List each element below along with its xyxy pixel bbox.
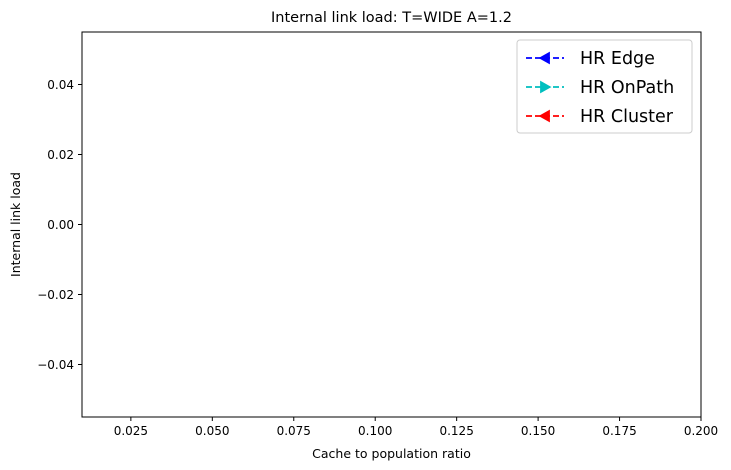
y-tick-label: 0.04 bbox=[47, 78, 74, 92]
legend: HR Edge HR OnPath HR Cluster bbox=[516, 39, 693, 134]
x-tick-label: 0.150 bbox=[521, 424, 555, 438]
x-axis-label: Cache to population ratio bbox=[312, 446, 471, 461]
legend-marker-1 bbox=[540, 80, 552, 94]
legend-box bbox=[516, 39, 693, 134]
legend-marker-0 bbox=[538, 51, 550, 65]
y-tick-label: −0.02 bbox=[37, 288, 74, 302]
y-axis-label: Internal link load bbox=[8, 172, 23, 277]
y-tick-label: −0.04 bbox=[37, 358, 74, 372]
x-tick-label: 0.125 bbox=[439, 424, 473, 438]
y-axis: 0.04 0.02 0.00 −0.02 −0.04 bbox=[37, 78, 82, 372]
legend-label-2: HR Cluster bbox=[580, 107, 674, 127]
y-tick-label: 0.02 bbox=[47, 148, 74, 162]
legend-label-1: HR OnPath bbox=[580, 78, 674, 98]
x-tick-label: 0.075 bbox=[277, 424, 311, 438]
legend-marker-2 bbox=[538, 109, 550, 123]
x-tick-label: 0.100 bbox=[358, 424, 392, 438]
y-tick-label: 0.00 bbox=[47, 218, 74, 232]
x-tick-label: 0.175 bbox=[602, 424, 636, 438]
x-axis: 0.025 0.050 0.075 0.100 0.125 0.150 0.175 0.200 bbox=[114, 417, 718, 438]
legend-label-0: HR Edge bbox=[580, 49, 655, 69]
x-tick-label: 0.025 bbox=[114, 424, 148, 438]
x-tick-label: 0.200 bbox=[684, 424, 718, 438]
chart-title: Internal link load: T=WIDE A=1.2 bbox=[271, 10, 512, 26]
x-tick-label: 0.050 bbox=[195, 424, 229, 438]
